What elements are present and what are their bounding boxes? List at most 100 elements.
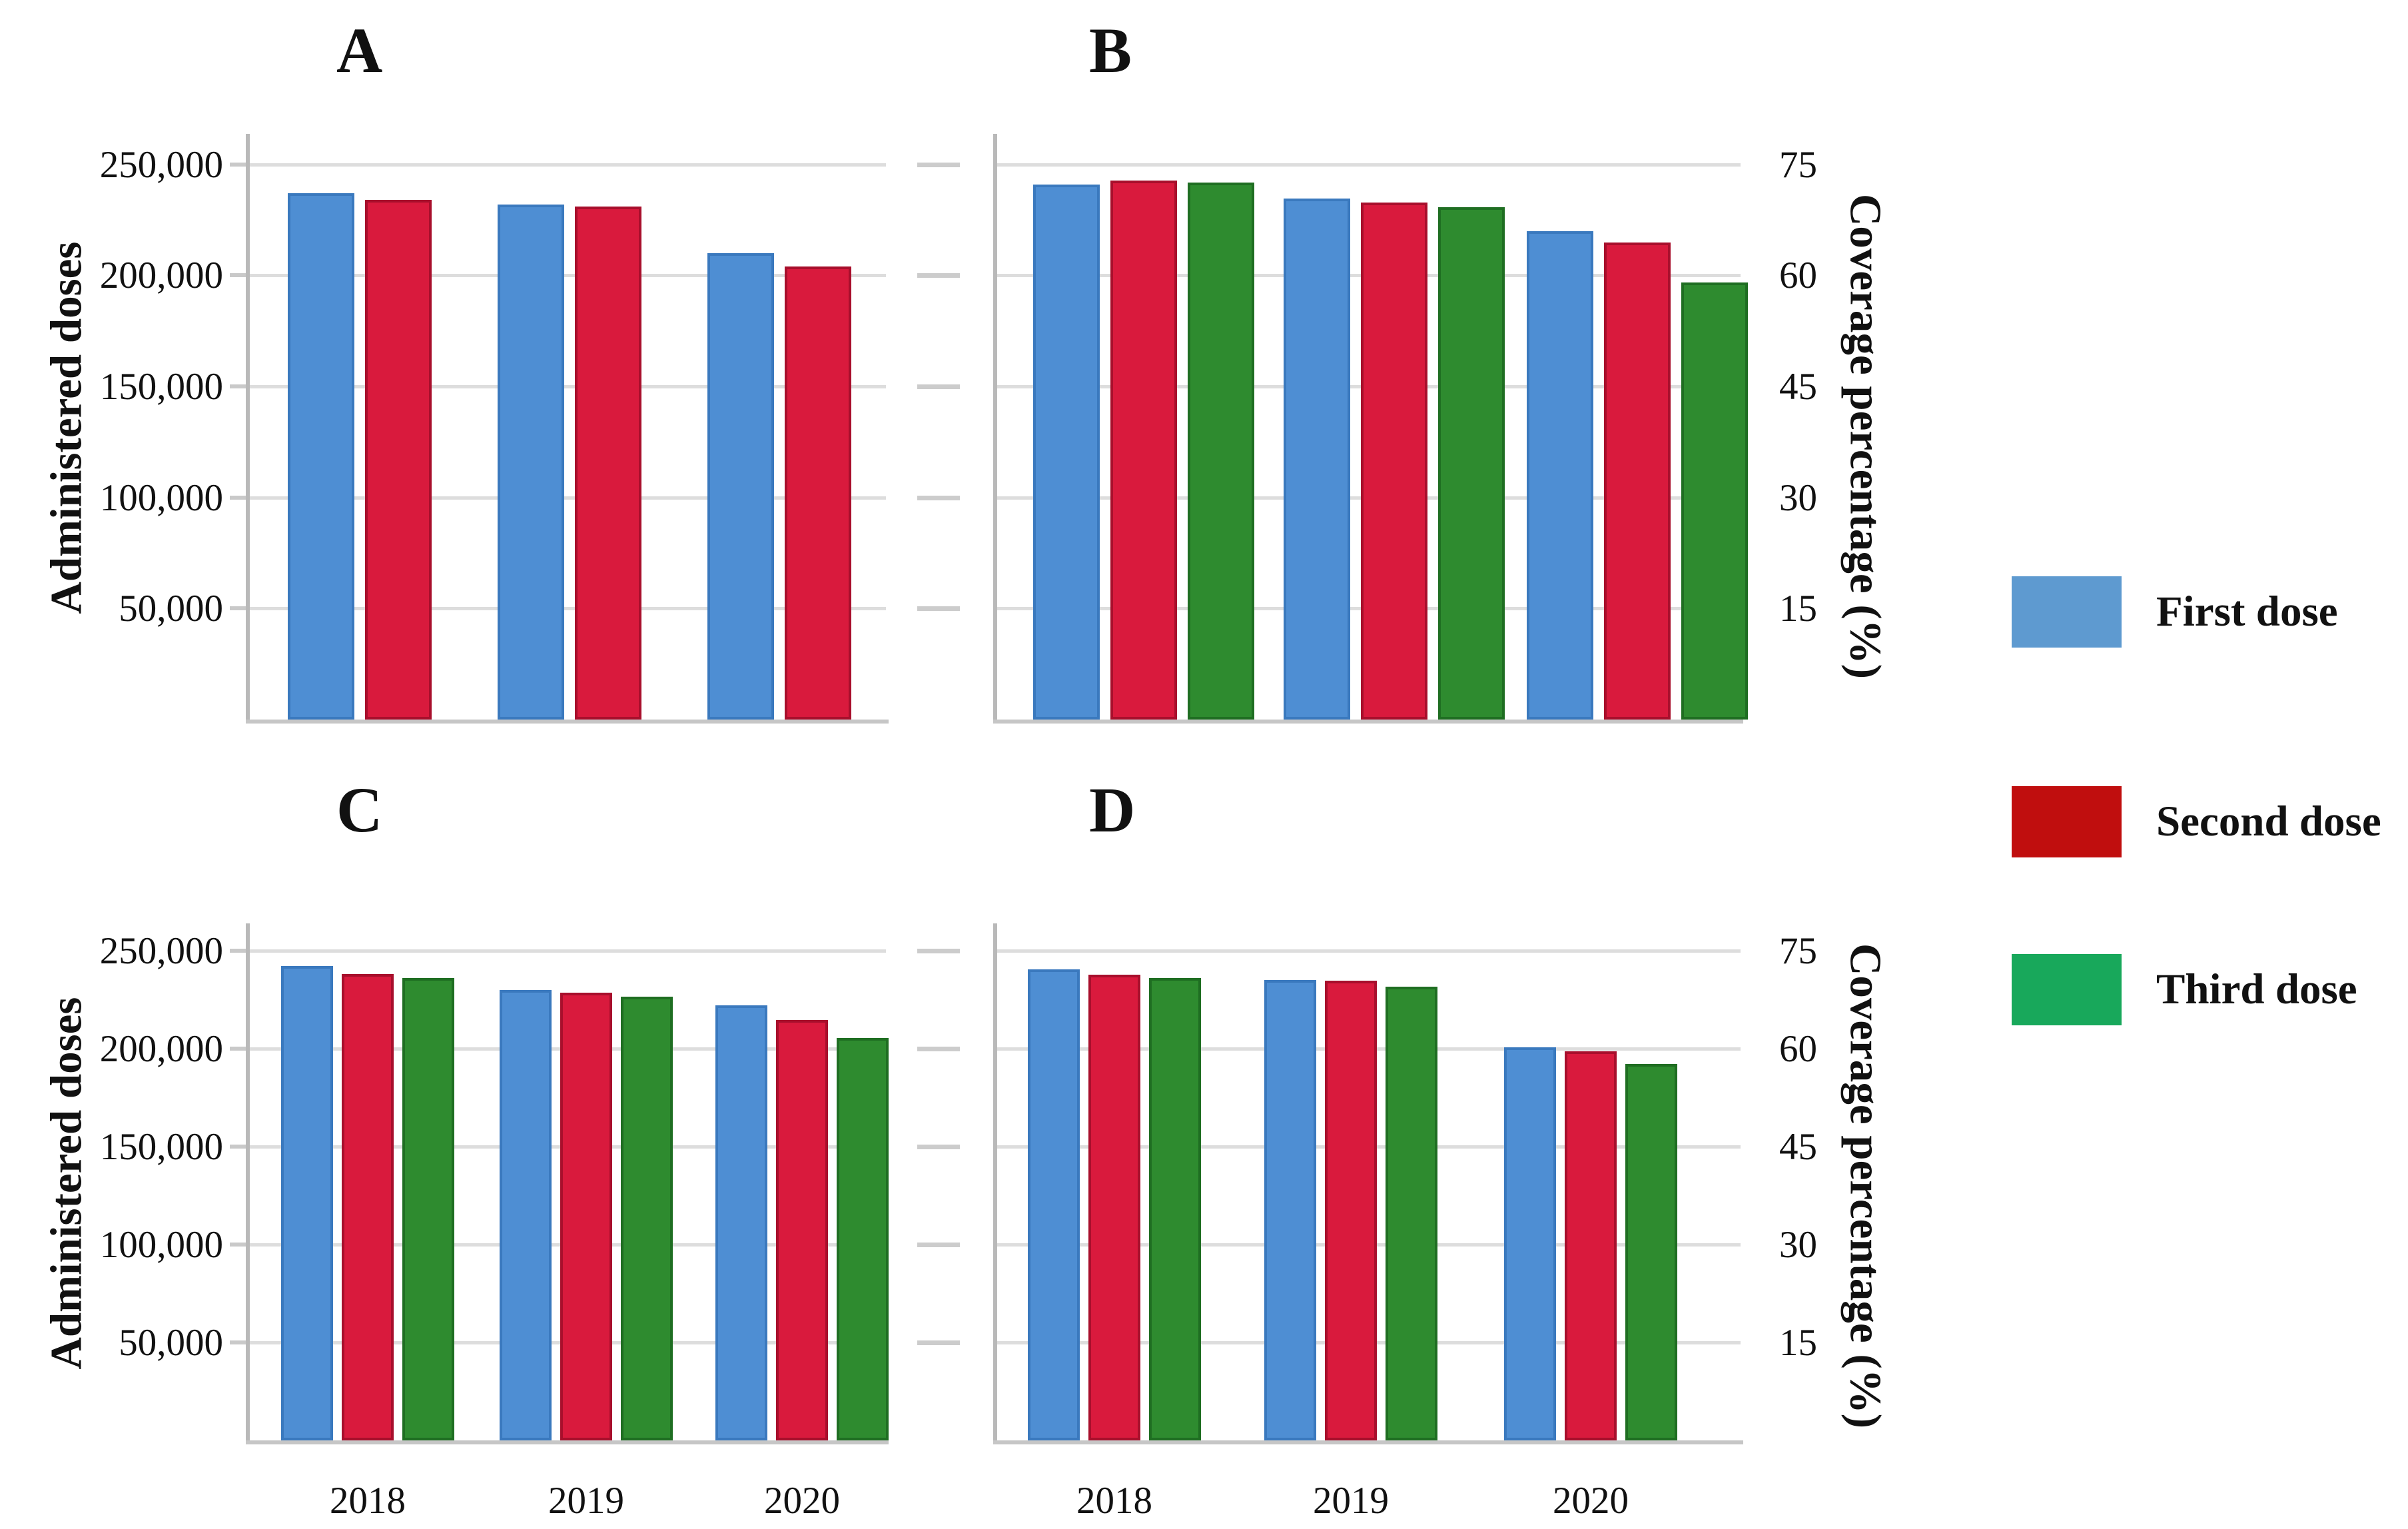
- bar-first-dose-2019: [498, 205, 564, 720]
- bar-second-dose-2020: [776, 1020, 828, 1440]
- x-tick-label: 2018: [1076, 1480, 1152, 1522]
- first-dose-swatch: [2012, 576, 2122, 648]
- axis-tick: [230, 495, 246, 500]
- y-tick-label: 30: [1779, 1223, 1817, 1266]
- bar-second-dose-2020: [1565, 1051, 1617, 1440]
- bar-first-dose-2020: [1527, 231, 1593, 720]
- axis-tick: [230, 606, 246, 611]
- bar-first-dose-2018: [1033, 185, 1100, 720]
- x-tick-label: 2019: [548, 1480, 624, 1522]
- y-tick-label: 100,000: [99, 476, 223, 519]
- bar-first-dose-2018: [281, 966, 333, 1440]
- bar-third-dose-2020: [1681, 282, 1748, 720]
- x-tick-label: 2018: [330, 1480, 406, 1522]
- axis-tick: [230, 948, 246, 953]
- bar-first-dose-2018: [288, 193, 354, 720]
- gridline: [250, 949, 886, 953]
- bar-first-dose-2020: [715, 1005, 767, 1440]
- gridline: [250, 274, 886, 278]
- axis-tick: [230, 1340, 246, 1344]
- third-dose-swatch: [2012, 954, 2122, 1025]
- bar-third-dose-2019: [1438, 207, 1505, 720]
- axis-tick: [917, 1144, 960, 1149]
- y-tick-label: 50,000: [119, 588, 223, 630]
- bar-first-dose-2018: [1028, 969, 1080, 1440]
- gridline: [997, 163, 1741, 167]
- legend-label: First dose: [2156, 588, 2338, 636]
- x-axis-line: [993, 720, 1743, 724]
- gridline: [250, 607, 886, 611]
- y-axis-title-coverage-top: Coverage percentage (%): [1840, 193, 1890, 680]
- axis-tick: [230, 273, 246, 278]
- legend-item-first-dose: First dose: [2012, 576, 2338, 648]
- bar-third-dose-2020: [1625, 1064, 1677, 1440]
- y-tick-label: 50,000: [119, 1321, 223, 1364]
- axis-tick: [917, 948, 960, 953]
- y-axis-line: [246, 134, 250, 722]
- y-tick-label: 30: [1779, 476, 1817, 519]
- axis-tick: [917, 273, 960, 278]
- bar-first-dose-2020: [1504, 1047, 1556, 1440]
- bar-second-dose-2019: [560, 993, 612, 1440]
- y-axis-line: [993, 923, 997, 1443]
- legend-item-third-dose: Third dose: [2012, 954, 2357, 1025]
- x-tick-label: 2020: [1553, 1480, 1629, 1522]
- plot-area-c: 250,000 200,000 150,000 100,000 50,000 2018 20…: [100, 923, 889, 1520]
- y-tick-label: 60: [1779, 255, 1817, 297]
- axis-tick: [230, 1242, 246, 1247]
- legend-item-second-dose: Second dose: [2012, 786, 2381, 857]
- bar-third-dose-2019: [1386, 987, 1437, 1440]
- gridline: [250, 163, 886, 167]
- y-tick-label: 60: [1779, 1027, 1817, 1070]
- y-tick-label: 250,000: [99, 929, 223, 972]
- y-axis-line: [993, 134, 997, 722]
- x-tick-label: 2019: [1313, 1480, 1389, 1522]
- y-tick-label: 45: [1779, 1125, 1817, 1168]
- y-axis-title-doses-top: Administered doses: [41, 241, 91, 614]
- axis-tick: [230, 162, 246, 167]
- gridline: [250, 385, 886, 388]
- legend-label: Third dose: [2156, 965, 2357, 1013]
- bar-first-dose-2019: [1284, 199, 1350, 720]
- panel-d-title: D: [1089, 774, 1136, 845]
- legend-label: Second dose: [2156, 797, 2381, 845]
- axis-tick: [917, 495, 960, 500]
- panel-c-title: C: [336, 774, 383, 845]
- bar-second-dose-2019: [575, 207, 641, 720]
- y-tick-label: 15: [1779, 588, 1817, 630]
- y-tick-label: 200,000: [99, 1027, 223, 1070]
- bar-third-dose-2018: [1149, 978, 1201, 1440]
- bar-second-dose-2018: [1088, 975, 1140, 1440]
- y-tick-label: 75: [1779, 929, 1817, 972]
- axis-tick: [917, 606, 960, 612]
- y-axis-title-coverage-bottom: Coverage percentage (%): [1840, 943, 1890, 1429]
- bar-third-dose-2018: [1188, 183, 1254, 720]
- x-tick-label: 2020: [764, 1480, 840, 1522]
- bar-second-dose-2020: [785, 266, 851, 720]
- axis-tick: [917, 1046, 960, 1051]
- bar-second-dose-2018: [1110, 181, 1177, 720]
- y-tick-label: 100,000: [99, 1223, 223, 1266]
- plot-area-a: 250,000 200,000 150,000 100,000 50,000: [100, 134, 889, 724]
- bar-first-dose-2019: [500, 990, 552, 1440]
- y-tick-label: 150,000: [99, 366, 223, 408]
- axis-tick: [917, 162, 960, 167]
- y-tick-label: 45: [1779, 366, 1817, 408]
- gridline: [250, 496, 886, 500]
- bar-second-dose-2018: [342, 974, 394, 1440]
- axis-tick: [917, 1340, 960, 1345]
- axis-tick: [917, 1242, 960, 1247]
- y-tick-label: 200,000: [99, 255, 223, 297]
- y-tick-label: 150,000: [99, 1125, 223, 1168]
- bar-second-dose-2018: [365, 200, 432, 720]
- x-axis-line: [993, 1440, 1743, 1444]
- axis-tick: [230, 1046, 246, 1051]
- bar-second-dose-2019: [1361, 203, 1427, 720]
- second-dose-swatch: [2012, 786, 2122, 857]
- x-axis-line: [246, 720, 889, 724]
- x-axis-line: [246, 1440, 889, 1444]
- plot-area-d: 75 60 45 30 15 2018 2019 2020: [917, 923, 1817, 1520]
- bar-third-dose-2020: [837, 1038, 889, 1440]
- y-tick-label: 75: [1779, 143, 1817, 186]
